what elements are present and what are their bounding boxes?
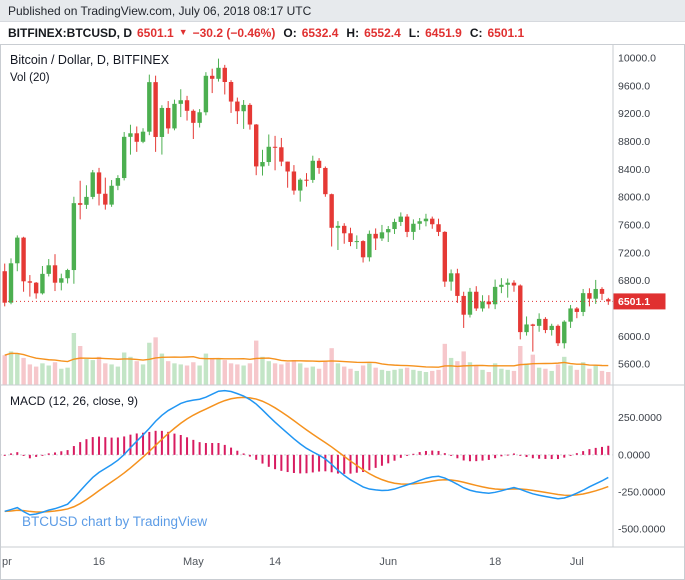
svg-text:16: 16 xyxy=(93,556,105,568)
svg-text:9600.0: 9600.0 xyxy=(618,80,650,92)
svg-text:8800.0: 8800.0 xyxy=(618,136,650,148)
svg-text:May: May xyxy=(183,556,204,568)
open-label: O: xyxy=(283,26,297,40)
svg-text:0.0000: 0.0000 xyxy=(618,449,650,461)
svg-text:6000.0: 6000.0 xyxy=(618,331,650,343)
tradingview-watermark-link[interactable]: BTCUSD chart by TradingView xyxy=(22,514,208,529)
published-bar: Published on TradingView.com, July 06, 2… xyxy=(0,0,685,22)
low-label: L: xyxy=(408,26,421,40)
low-value: 6451.9 xyxy=(425,26,462,40)
chart-area: 10000.0 9600.0 9200.0 8800.0 8400.0 8000.0 760… xyxy=(0,44,685,580)
close-label: C: xyxy=(469,26,483,40)
published-text: Published on TradingView.com, July 06, 2… xyxy=(8,3,312,18)
svg-text:10000.0: 10000.0 xyxy=(618,52,656,64)
svg-text:7600.0: 7600.0 xyxy=(618,219,650,231)
svg-text:9200.0: 9200.0 xyxy=(618,108,650,120)
high-label: H: xyxy=(346,26,360,40)
svg-text:Jul: Jul xyxy=(570,556,584,568)
symbol-name[interactable]: BITFINEX:BTCUSD, D xyxy=(8,26,132,40)
svg-text:8400.0: 8400.0 xyxy=(618,164,650,176)
svg-text:18: 18 xyxy=(489,556,501,568)
svg-text:-500.0000: -500.0000 xyxy=(618,524,665,536)
last-price-value: 6501.1 xyxy=(137,26,174,40)
close-value: 6501.1 xyxy=(487,26,525,40)
price-down-arrow-icon: ▼ xyxy=(178,27,188,37)
svg-text:8000.0: 8000.0 xyxy=(618,192,650,204)
svg-text:6501.1: 6501.1 xyxy=(618,296,650,308)
svg-text:-250.0000: -250.0000 xyxy=(618,487,665,499)
svg-text:7200.0: 7200.0 xyxy=(618,247,650,259)
high-value: 6552.4 xyxy=(364,26,401,40)
svg-text:5600.0: 5600.0 xyxy=(618,359,650,371)
svg-text:6800.0: 6800.0 xyxy=(618,275,650,287)
svg-text:Jun: Jun xyxy=(379,556,397,568)
open-value: 6532.4 xyxy=(301,26,339,40)
price-chart-canvas[interactable]: 10000.0 9600.0 9200.0 8800.0 8400.0 8000.0 760… xyxy=(0,44,685,580)
svg-text:pr: pr xyxy=(2,556,12,568)
svg-text:14: 14 xyxy=(269,556,281,568)
price-change: −30.2 (−0.46%) xyxy=(192,26,276,40)
svg-text:250.0000: 250.0000 xyxy=(618,412,662,424)
symbol-quote-bar: BITFINEX:BTCUSD, D 6501.1 ▼ −30.2 (−0.46… xyxy=(0,22,685,44)
